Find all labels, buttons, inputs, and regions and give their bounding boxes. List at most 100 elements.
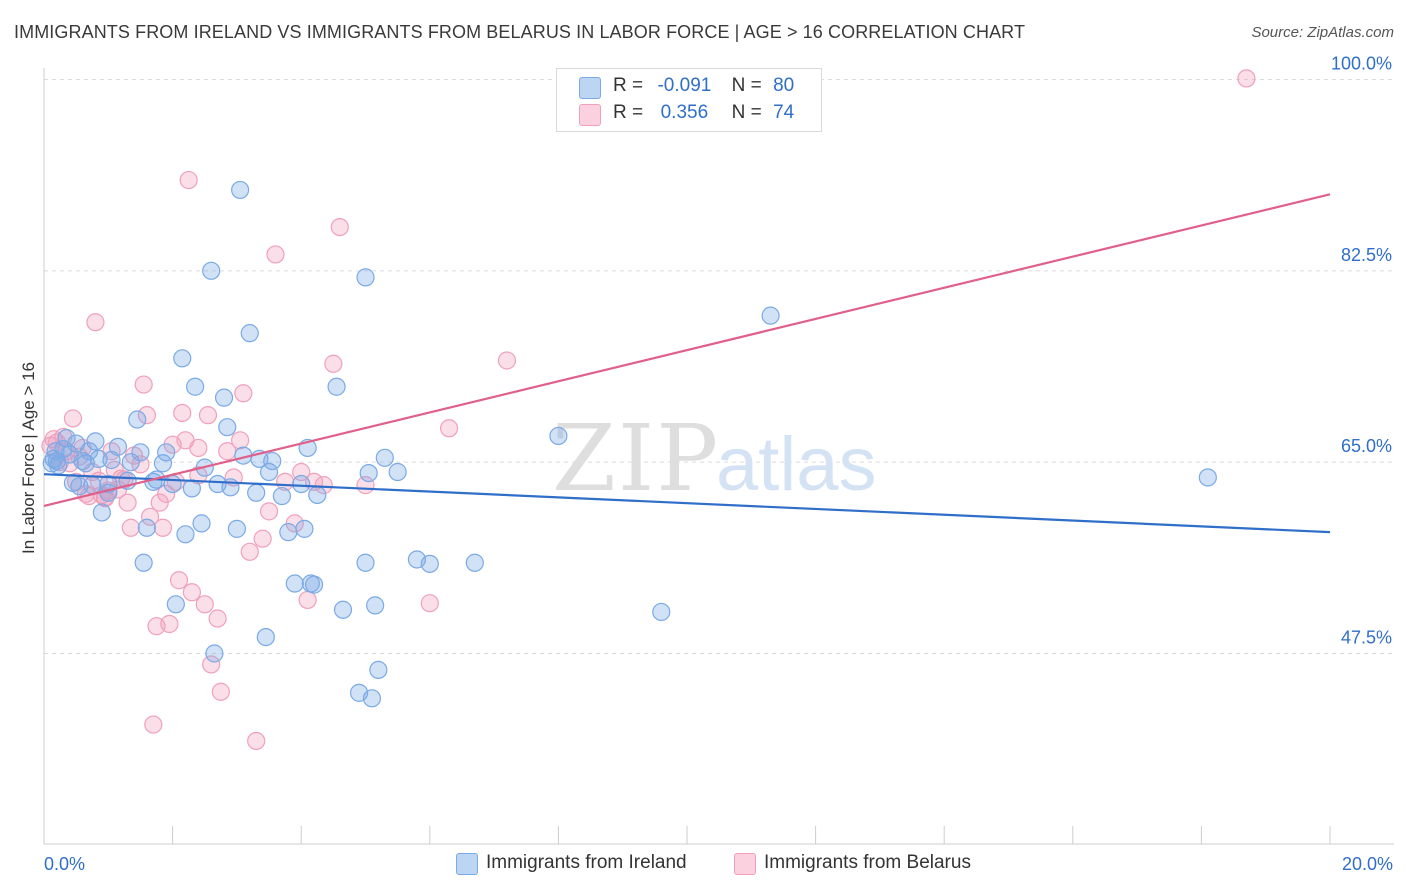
legend-belarus-n-value: 74: [773, 102, 795, 123]
belarus-point-52: [234, 384, 253, 403]
bottom-legend-ireland-label: Immigrants from Ireland: [486, 852, 687, 873]
y-tick-label-3: 100.0%: [1331, 54, 1392, 74]
legend-ireland-n-value: 80: [773, 75, 795, 96]
ireland-point-30: [153, 454, 173, 473]
ireland-point-15: [86, 432, 105, 451]
belarus-point-71: [160, 614, 179, 634]
x-tick-label-0: 0.0%: [44, 854, 85, 874]
ireland-point-74: [388, 462, 407, 482]
ireland-points: [42, 180, 1217, 708]
ireland-point-71: [366, 596, 385, 615]
belarus-point-44: [195, 595, 214, 614]
legend-belarus-r-label: R =: [613, 102, 644, 123]
belarus-point-48: [211, 682, 230, 701]
watermark: ZIP atlas: [552, 405, 877, 512]
ireland-point-43: [214, 388, 234, 407]
belarus-point-7: [63, 409, 83, 428]
ireland-point-41: [205, 644, 224, 663]
watermark-atlas: atlas: [716, 422, 877, 507]
belarus-point-67: [420, 594, 439, 613]
ireland-point-32: [163, 474, 182, 494]
ireland-point-11: [73, 451, 92, 471]
legend-belarus-r-value: 0.356: [660, 102, 709, 123]
ireland-point-55: [272, 486, 292, 506]
ireland-point-73: [375, 448, 394, 467]
belarus-point-30: [140, 507, 160, 526]
belarus-point-72: [95, 489, 115, 508]
belarus-point-28: [134, 375, 153, 394]
source-label: Source: ZipAtlas.com: [1251, 24, 1394, 41]
ireland-point-38: [192, 514, 211, 533]
ireland-point-26: [134, 553, 153, 572]
ireland-point-46: [227, 519, 246, 538]
ireland-point-79: [652, 602, 671, 622]
legend: R = -0.091 N = 80 R = 0.356 N = 74: [556, 68, 822, 132]
belarus-point-61: [298, 590, 317, 610]
ireland-point-64: [327, 377, 346, 396]
ireland-point-25: [131, 443, 150, 462]
belarus-point-63: [314, 476, 333, 495]
y-tick-label-0: 47.5%: [1341, 628, 1392, 648]
ireland-point-34: [173, 349, 192, 368]
ireland-point-58: [292, 474, 311, 494]
tick-labels: 47.5% 65.0% 82.5% 100.0% 0.0% 20.0%: [44, 54, 1393, 875]
belarus-point-25: [121, 518, 140, 537]
belarus-point-41: [179, 170, 198, 190]
ireland-point-35: [176, 525, 195, 544]
ireland-point-14: [83, 476, 102, 495]
legend-belarus-n-label: N =: [731, 102, 762, 123]
belarus-point-35: [157, 484, 176, 503]
ireland-point-65: [333, 600, 353, 619]
belarus-trend-line: [43, 193, 1331, 507]
legend-ireland-n-label: N =: [731, 75, 762, 96]
ireland-point-54: [263, 451, 282, 471]
ireland-point-68: [356, 553, 375, 572]
ireland-point-72: [369, 660, 388, 680]
ireland-point-17: [92, 503, 111, 522]
belarus-point-29: [137, 406, 156, 425]
ireland-point-81: [1198, 468, 1217, 487]
x-tick-label-1: 20.0%: [1342, 854, 1393, 874]
ireland-point-27: [137, 518, 156, 537]
ireland-point-59: [295, 519, 314, 538]
belarus-point-45: [198, 406, 218, 425]
ireland-point-80: [761, 306, 780, 325]
ireland-point-52: [256, 627, 275, 647]
belarus-point-55: [253, 529, 272, 548]
axes: [43, 68, 1394, 845]
bottom-legend-swatch-belarus: [734, 853, 756, 875]
bottom-legend-belarus-label: Immigrants from Belarus: [764, 852, 971, 873]
watermark-zip: ZIP: [552, 405, 720, 512]
belarus-point-24: [118, 493, 137, 512]
ireland-point-67: [356, 268, 375, 287]
belarus-points: [41, 69, 1256, 751]
gridlines: [44, 79, 1394, 654]
belarus-point-42: [182, 583, 201, 602]
belarus-point-34: [153, 518, 173, 537]
ireland-point-47: [231, 180, 250, 200]
ireland-point-23: [121, 453, 140, 472]
belarus-point-56: [259, 502, 279, 521]
ireland-point-31: [157, 443, 176, 462]
chart-title: IMMIGRANTS FROM IRELAND VS IMMIGRANTS FR…: [14, 22, 1026, 42]
belarus-point-57: [266, 245, 285, 264]
ireland-point-24: [128, 410, 147, 429]
ireland-point-78: [549, 426, 568, 446]
belarus-point-65: [330, 218, 349, 237]
ireland-point-21: [108, 437, 128, 456]
belarus-point-31: [144, 715, 163, 734]
ireland-point-70: [362, 689, 382, 708]
ireland-point-50: [247, 483, 266, 502]
belarus-point-64: [324, 354, 343, 373]
belarus-point-43: [189, 438, 208, 458]
legend-ireland-r-label: R =: [613, 75, 644, 96]
ireland-point-57: [285, 574, 304, 593]
legend-swatch-ireland: [579, 77, 601, 99]
legend-swatch-belarus: [579, 104, 601, 126]
ireland-point-62: [304, 575, 324, 594]
ireland-point-16: [89, 449, 108, 468]
ireland-trend-line: [43, 473, 1331, 534]
y-tick-label-1: 65.0%: [1341, 436, 1392, 456]
ireland-point-49: [240, 324, 259, 343]
